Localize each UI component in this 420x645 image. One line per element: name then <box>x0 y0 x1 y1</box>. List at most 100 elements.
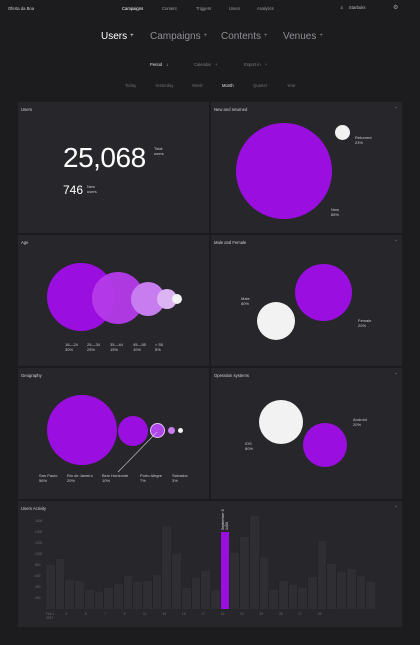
bar[interactable] <box>132 581 143 609</box>
calendar-dropdown[interactable]: Calendar + <box>194 62 218 67</box>
city-name: Rio de Janeiro <box>67 473 93 478</box>
bar[interactable] <box>210 590 220 609</box>
x-tick-label: 5 <box>84 612 87 616</box>
bar[interactable] <box>277 581 288 609</box>
bar[interactable] <box>142 581 152 609</box>
age-55-plus-circle <box>172 294 182 304</box>
bar[interactable] <box>64 580 75 609</box>
nav-users[interactable]: Users <box>229 6 240 11</box>
chevron-up-icon[interactable]: ⌃ <box>394 106 398 111</box>
bar[interactable] <box>200 571 210 609</box>
total-users-value: 25,068 <box>63 142 146 173</box>
bar[interactable] <box>171 553 181 609</box>
bar[interactable] <box>74 581 84 609</box>
tab-campaigns[interactable]: Campaigns + <box>150 31 207 42</box>
x-tick-label: 15 <box>181 612 186 616</box>
user-icon: ♙ <box>340 5 345 10</box>
bar[interactable] <box>83 589 94 609</box>
age-pct: 5% <box>155 346 161 352</box>
bar[interactable] <box>248 516 259 609</box>
period-month[interactable]: Month <box>222 83 234 88</box>
bar[interactable] <box>161 526 172 609</box>
period-quarter[interactable]: Quarter <box>253 83 268 88</box>
tab-label: Contents <box>221 31 262 42</box>
bar[interactable] <box>229 552 240 609</box>
bar-highlight[interactable] <box>219 531 230 609</box>
y-tick-label: 400 <box>35 584 41 589</box>
gear-icon[interactable]: ⚙ <box>393 5 399 11</box>
male-text: Male <box>241 296 250 301</box>
x-tick-label: 17 <box>201 612 205 616</box>
chevron-up-icon[interactable]: ⌃ <box>394 239 398 244</box>
x-tick-label: 3 <box>65 612 68 616</box>
arrow-down-icon: ↓ <box>166 62 169 67</box>
export-dropdown[interactable]: Export in + <box>244 62 267 67</box>
y-tick-label: 200 <box>35 595 41 600</box>
chevron-up-icon[interactable]: ⌃ <box>394 372 398 377</box>
bar[interactable] <box>258 557 269 609</box>
bar[interactable] <box>326 563 337 609</box>
tab-contents[interactable]: Contents + <box>221 31 268 42</box>
bar[interactable] <box>112 583 123 609</box>
x-tick-label: 21 <box>240 612 244 616</box>
bar[interactable] <box>355 576 366 609</box>
new-pct: 86% <box>331 211 340 217</box>
period-dropdown[interactable]: Period ↓ <box>150 62 168 67</box>
tab-venues[interactable]: Venues + <box>283 31 323 42</box>
bar[interactable] <box>190 578 201 609</box>
bar[interactable] <box>151 574 162 609</box>
male-pct: 80% <box>241 300 250 306</box>
bar[interactable] <box>180 587 191 609</box>
users-panel: Users 25,068 Total users 746 New users <box>17 101 210 234</box>
female-pct: 20% <box>358 322 367 328</box>
ios-pct: 80% <box>245 445 254 451</box>
bar[interactable] <box>122 575 133 609</box>
bar[interactable] <box>239 536 249 609</box>
user-menu[interactable]: ♙ Starbuks <box>340 5 365 10</box>
nav-analytics[interactable]: Analytics <box>257 6 274 11</box>
bar[interactable] <box>103 587 113 609</box>
bar[interactable] <box>93 592 104 609</box>
plus-icon: + <box>203 33 208 39</box>
y-tick-label: 1000 <box>35 551 43 556</box>
bar[interactable] <box>307 576 317 609</box>
nav-campaigns[interactable]: Campaigns <box>122 6 144 11</box>
period-yesterday[interactable]: Yesterday <box>155 83 174 88</box>
bar[interactable] <box>45 564 55 609</box>
brand-name[interactable]: Oferta da Boa <box>8 6 35 11</box>
tab-users[interactable]: Users + <box>101 31 134 42</box>
city-name: Porto Alegre <box>140 473 163 478</box>
panel-title: Geography <box>21 373 42 378</box>
period-week[interactable]: Week <box>192 83 203 88</box>
bar[interactable] <box>297 587 308 609</box>
x-tick-label: 19 <box>220 612 225 616</box>
city-label-4: Porto Alegre 7% <box>140 473 163 483</box>
bar[interactable] <box>365 582 375 609</box>
age-range: > 55 <box>155 342 163 347</box>
bar[interactable] <box>345 568 356 609</box>
new-returned-panel: New and returned ⌃ Returned 23% New 86% <box>210 101 403 234</box>
bar[interactable] <box>54 558 65 609</box>
export-label: Export in <box>244 62 261 67</box>
new-users-value: 746 <box>63 183 84 197</box>
chevron-up-icon[interactable]: ⌃ <box>394 505 398 510</box>
bar[interactable] <box>336 571 346 609</box>
nav-content[interactable]: Content <box>162 6 177 11</box>
y-tick-label: 600 <box>35 573 41 578</box>
nav-triggers[interactable]: Triggers <box>196 6 212 11</box>
city-pct: 10% <box>102 477 111 483</box>
age-label-2: 25—34 25% <box>87 342 100 352</box>
bar[interactable] <box>287 584 298 609</box>
panel-title: Operation systems <box>214 373 249 378</box>
plus-icon: + <box>215 62 218 67</box>
bar[interactable] <box>316 540 327 609</box>
ios-circle <box>259 400 303 444</box>
bar[interactable] <box>268 590 278 609</box>
period-today[interactable]: Today <box>125 83 137 88</box>
ios-label: iOS 80% <box>245 441 254 451</box>
new-users-label: New users <box>87 184 97 194</box>
city-label-1: San Paulo 56% <box>39 473 57 483</box>
period-year[interactable]: Year <box>287 83 296 88</box>
plus-icon: + <box>264 62 268 67</box>
ios-text: iOS <box>245 441 252 446</box>
